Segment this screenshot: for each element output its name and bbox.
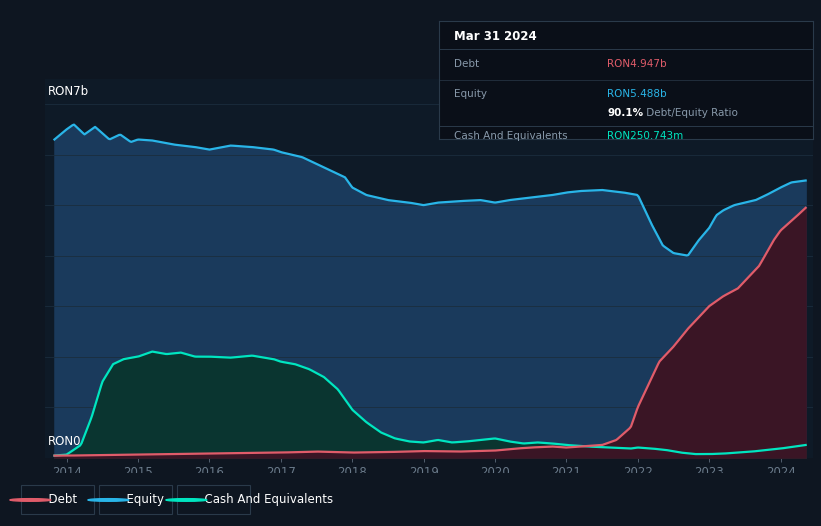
Text: Equity: Equity xyxy=(454,89,487,99)
Text: Debt: Debt xyxy=(454,58,479,69)
Circle shape xyxy=(166,499,207,501)
Text: 90.1%: 90.1% xyxy=(608,108,644,118)
Text: Cash And Equivalents: Cash And Equivalents xyxy=(454,131,568,141)
Text: RON0: RON0 xyxy=(48,435,81,448)
Text: Debt: Debt xyxy=(41,493,77,507)
Circle shape xyxy=(10,499,51,501)
FancyBboxPatch shape xyxy=(99,485,172,514)
Circle shape xyxy=(88,499,129,501)
FancyBboxPatch shape xyxy=(177,485,250,514)
Text: Equity: Equity xyxy=(119,493,164,507)
Text: RON250.743m: RON250.743m xyxy=(608,131,684,141)
Text: Cash And Equivalents: Cash And Equivalents xyxy=(197,493,333,507)
Text: RON4.947b: RON4.947b xyxy=(608,58,667,69)
Text: Mar 31 2024: Mar 31 2024 xyxy=(454,30,537,43)
Text: RON5.488b: RON5.488b xyxy=(608,89,667,99)
Text: Debt/Equity Ratio: Debt/Equity Ratio xyxy=(643,108,738,118)
FancyBboxPatch shape xyxy=(21,485,94,514)
Text: RON7b: RON7b xyxy=(48,85,89,98)
